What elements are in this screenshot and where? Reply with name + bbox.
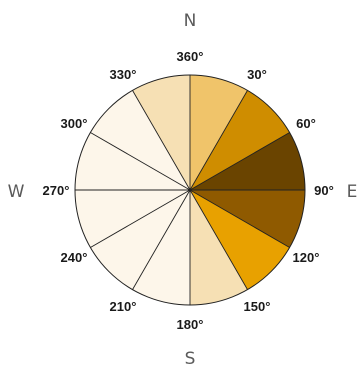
sector-90-120 [190,190,305,248]
sector-240-270 [75,190,190,248]
cardinal-south-label: S [185,349,196,367]
bearing-label-210: 210° [110,299,137,314]
bearing-label-0: 360° [177,49,204,64]
bearing-label-120: 120° [293,250,320,265]
bearing-label-60: 60° [296,116,316,131]
spoke-150 [189,189,248,290]
spoke-30 [189,90,248,191]
spoke-240 [90,189,191,248]
spoke-210 [132,189,191,290]
spoke-120 [189,189,290,248]
sector-330-360 [132,75,190,190]
cardinal-west-label: W [8,182,25,202]
bearing-label-270: 270° [43,183,70,198]
bearing-label-240: 240° [61,250,88,265]
spoke-group [75,75,305,305]
sector-150-180 [190,190,248,305]
bearing-label-30: 30° [247,67,267,82]
cardinal-north-label: N [184,11,197,31]
sector-300-330 [90,90,190,190]
sector-30-60 [190,90,290,190]
spoke-60 [189,132,290,191]
rose-outline [74,74,306,306]
spoke-300 [90,132,191,191]
bearing-label-330: 330° [110,67,137,82]
bearing-label-90: 90° [314,183,334,198]
bearing-label-300: 300° [61,116,88,131]
sector-0-30 [190,75,248,190]
cardinal-east-label: E [347,182,358,202]
bearing-label-150: 150° [244,299,271,314]
sector-group [75,75,305,305]
bearing-labels: 360° 30° 60° 90° 120° 150° 180° 210° 240° 270° 300… [43,49,334,332]
sector-180-210 [132,190,190,305]
sector-120-150 [190,190,290,290]
sector-60-90 [190,132,305,190]
bearing-label-180: 180° [177,317,204,332]
sector-210-240 [90,190,190,290]
sector-270-300 [75,132,190,190]
spoke-330 [132,90,191,191]
